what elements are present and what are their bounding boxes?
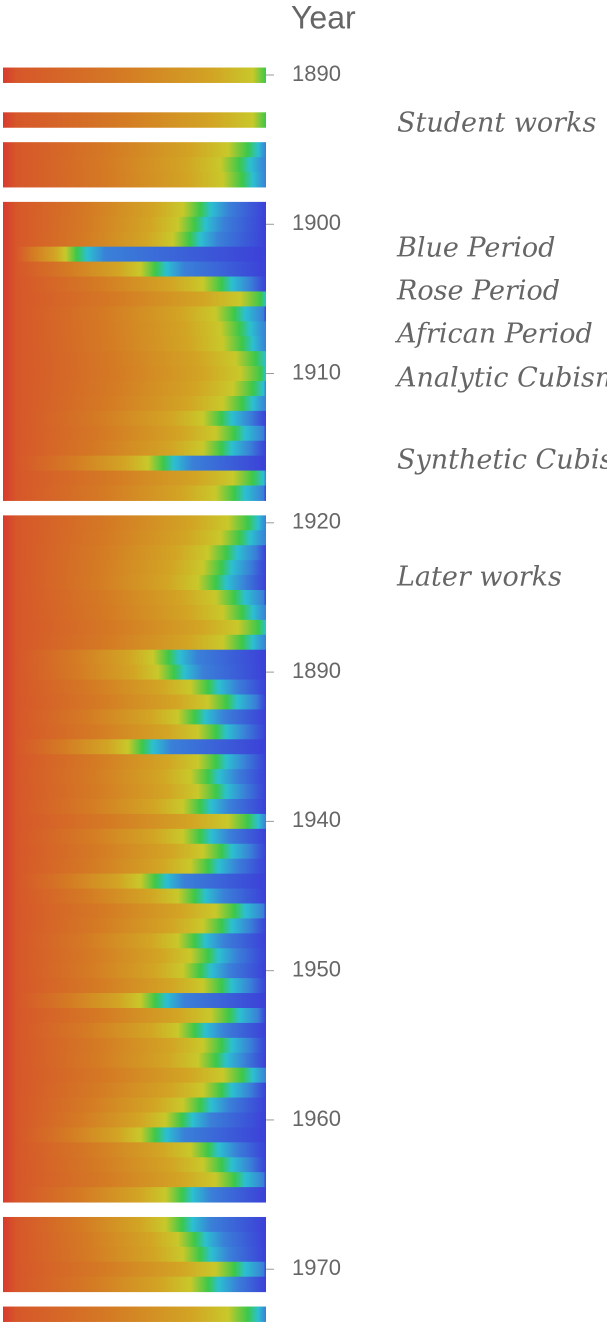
year-stripe: [3, 1127, 266, 1143]
year-stripe: [3, 590, 266, 606]
year-stripe: [3, 321, 266, 337]
y-tick-label: 1950: [292, 956, 341, 981]
year-stripe: [3, 724, 266, 740]
year-stripe: [3, 366, 266, 382]
year-stripe: [3, 813, 266, 830]
y-tick-label: 1890: [292, 658, 341, 683]
year-stripe: [3, 545, 266, 561]
period-label: Rose Period: [396, 276, 560, 307]
year-stripe: [3, 440, 266, 457]
year-stripe: [3, 1007, 266, 1024]
year-stripe: [3, 843, 266, 860]
year-stripe: [3, 619, 266, 636]
year-stripe: [3, 978, 266, 994]
year-stripe: [3, 1112, 266, 1128]
year-stripe: [3, 933, 266, 949]
year-stripe: [3, 291, 266, 307]
y-tick-label: 1890: [292, 61, 341, 86]
year-stripe: [3, 1187, 266, 1203]
year-stripe: [3, 306, 266, 322]
year-stripe: [3, 485, 266, 501]
year-stripe: [3, 515, 266, 531]
year-stripe: [3, 739, 266, 755]
y-tick-label: 1910: [292, 359, 341, 384]
year-stripe: [3, 709, 266, 725]
year-stripe: [3, 784, 266, 800]
y-tick-label: 1900: [292, 210, 341, 235]
period-label: Later works: [396, 562, 562, 593]
year-stripe: [3, 231, 266, 248]
year-stripe: [3, 873, 266, 890]
year-stripe: [3, 754, 266, 770]
y-tick-label: 1920: [292, 509, 341, 534]
year-stripe: [3, 336, 266, 352]
year-stripe: [3, 903, 266, 919]
year-stripe: [3, 470, 266, 487]
year-stripe: [3, 142, 266, 158]
year-stripe: [3, 201, 266, 218]
year-stripe: [3, 216, 266, 233]
year-stripe: [3, 858, 266, 875]
year-stripe: [3, 1052, 266, 1069]
year-stripe: [3, 1172, 266, 1188]
year-stripe: [3, 351, 266, 367]
year-stripe: [3, 649, 266, 666]
year-stripe: [3, 530, 266, 546]
year-stripe: [3, 425, 266, 442]
year-stripe: [3, 1306, 266, 1322]
year-stripe: [3, 1276, 266, 1293]
year-stripe: [3, 1067, 266, 1084]
year-stripe: [3, 604, 266, 621]
y-tick-label: 1940: [292, 807, 341, 832]
year-stripe: [3, 157, 266, 173]
year-stripe: [3, 1037, 266, 1054]
year-stripe: [3, 112, 266, 128]
period-label: African Period: [394, 319, 593, 350]
year-stripe: [3, 1246, 266, 1263]
year-stripe: [3, 828, 266, 845]
y-tick-label: 1960: [292, 1106, 341, 1131]
year-stripe: [3, 993, 266, 1009]
year-stripe: [3, 1261, 266, 1278]
year-stripe: [3, 769, 266, 785]
year-stripe: [3, 963, 266, 979]
year-stripe: [3, 575, 266, 591]
year-stripe: [3, 172, 266, 188]
year-stripe: [3, 1097, 266, 1113]
year-stripe: [3, 888, 266, 904]
year-stripe: [3, 1082, 266, 1099]
year-stripe: [3, 1022, 266, 1039]
year-stripe: [3, 455, 266, 472]
year-stripe: [3, 410, 266, 427]
year-stripe: [3, 1216, 266, 1233]
year-stripe: [3, 560, 266, 576]
year-stripe: [3, 1142, 266, 1158]
year-stripe: [3, 679, 266, 695]
period-label: Analytic Cubism: [394, 363, 607, 394]
year-stripe: [3, 381, 266, 397]
axis-title: Year: [291, 0, 356, 35]
y-tick-label: 1970: [292, 1255, 341, 1280]
period-label: Synthetic Cubism: [397, 445, 607, 476]
year-stripe: [3, 664, 266, 681]
year-stripe: [3, 276, 266, 292]
year-stripe: [3, 395, 266, 412]
year-stripe: [3, 246, 266, 263]
year-stripe: [3, 1157, 266, 1173]
year-stripe: [3, 1231, 266, 1248]
year-stripe: [3, 948, 266, 964]
period-label: Student works: [397, 108, 596, 139]
year-stripe: [3, 798, 266, 815]
year-stripe: [3, 918, 266, 934]
year-stripe: [3, 67, 266, 83]
year-stripe: [3, 694, 266, 710]
period-label: Blue Period: [396, 233, 555, 264]
year-stripe: [3, 261, 266, 278]
year-stripe: [3, 634, 266, 651]
